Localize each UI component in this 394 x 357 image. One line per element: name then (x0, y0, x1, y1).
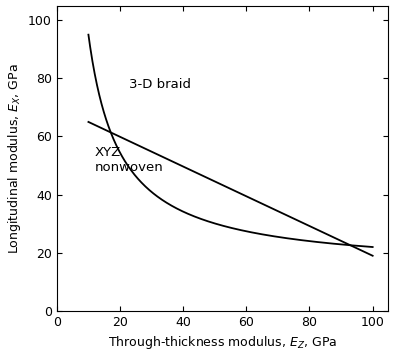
Text: 3-D braid: 3-D braid (130, 77, 191, 91)
Text: XYZ
nonwoven: XYZ nonwoven (95, 146, 164, 174)
Y-axis label: Longitudinal modulus, $E_X$, GPa: Longitudinal modulus, $E_X$, GPa (6, 63, 22, 253)
X-axis label: Through-thickness modulus, $E_Z$, GPa: Through-thickness modulus, $E_Z$, GPa (108, 335, 337, 351)
